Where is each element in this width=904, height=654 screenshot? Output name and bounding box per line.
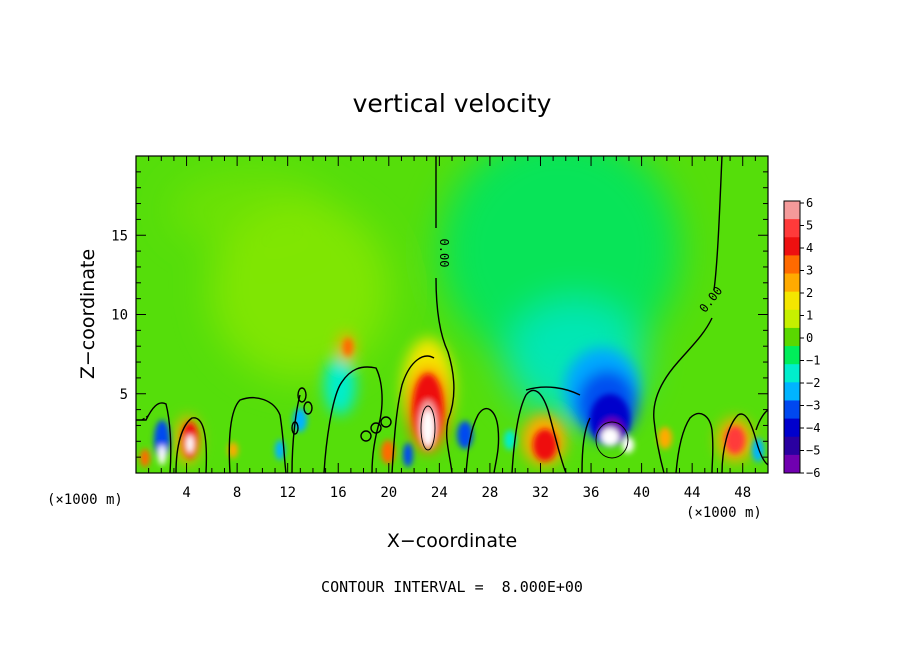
x-tick-label: 24 xyxy=(431,485,448,501)
colorbar-swatch xyxy=(784,273,800,293)
x-tick-label: 20 xyxy=(380,485,397,501)
x-tick-label: 12 xyxy=(279,485,296,501)
colorbar-swatch xyxy=(784,327,800,347)
x-unit-left: (×1000 m) xyxy=(47,492,123,508)
x-tick-label: 36 xyxy=(583,485,600,501)
colorbar-label: −6 xyxy=(806,466,820,480)
y-tick-label: 10 xyxy=(111,308,128,324)
colorbar-swatch xyxy=(784,255,800,274)
colorbar-label: −4 xyxy=(806,421,820,435)
contour-interval-note: CONTOUR INTERVAL = 8.000E+00 xyxy=(321,578,583,596)
colorbar-label: −3 xyxy=(806,399,820,413)
contour-label-0: 0.00 xyxy=(437,239,451,268)
colorbar-label: 3 xyxy=(806,264,813,278)
colorbar-swatch xyxy=(784,418,800,438)
colorbar-swatch xyxy=(784,364,800,383)
colorbar-swatch xyxy=(784,291,800,311)
x-tick-label: 44 xyxy=(684,485,701,501)
x-tick-label: 48 xyxy=(734,485,751,501)
velocity-field xyxy=(136,156,768,473)
colorbar-swatch xyxy=(784,219,800,238)
x-tick-label: 16 xyxy=(330,485,347,501)
x-unit-right: (×1000 m) xyxy=(686,505,762,521)
x-tick-label: 32 xyxy=(532,485,549,501)
colorbar-swatch xyxy=(784,382,800,401)
colorbar-label: 4 xyxy=(806,241,813,255)
colorbar-swatch xyxy=(784,346,800,365)
y-tick-label: 5 xyxy=(120,387,128,403)
colorbar-swatch xyxy=(784,454,800,474)
colorbar-label: 5 xyxy=(806,219,813,233)
zero-contours xyxy=(136,156,768,473)
colorbar-label: 6 xyxy=(806,196,813,210)
y-axis: 5 10 15 xyxy=(111,171,768,458)
x-axis: 4 8 12 16 20 24 28 32 36 40 44 48 xyxy=(148,156,756,501)
colorbar-label: −1 xyxy=(806,354,820,368)
x-tick-label: 40 xyxy=(633,485,650,501)
colorbar-swatch xyxy=(784,436,800,456)
colorbar-label: 0 xyxy=(806,331,813,345)
colorbar-label: 1 xyxy=(806,309,813,323)
x-tick-label: 28 xyxy=(481,485,498,501)
x-axis-label: X−coordinate xyxy=(387,530,517,552)
colorbar-swatch xyxy=(784,237,800,256)
colorbar: 6 5 4 3 2 1 0 −1 −2 −3 −4 −5 −6 xyxy=(783,196,820,480)
colorbar-swatch xyxy=(784,201,800,220)
x-tick-label: 8 xyxy=(233,485,241,501)
colorbar-swatch xyxy=(784,309,800,329)
x-tick-label: 4 xyxy=(182,485,190,501)
chart-title: vertical velocity xyxy=(353,89,552,118)
colorbar-label: −5 xyxy=(806,444,820,458)
colorbar-label: −2 xyxy=(806,376,820,390)
colorbar-frame xyxy=(783,200,801,474)
y-axis-label: Z−coordinate xyxy=(77,249,99,379)
colorbar-label: 2 xyxy=(806,286,813,300)
y-tick-label: 15 xyxy=(111,228,128,244)
colorbar-swatch xyxy=(784,400,800,419)
